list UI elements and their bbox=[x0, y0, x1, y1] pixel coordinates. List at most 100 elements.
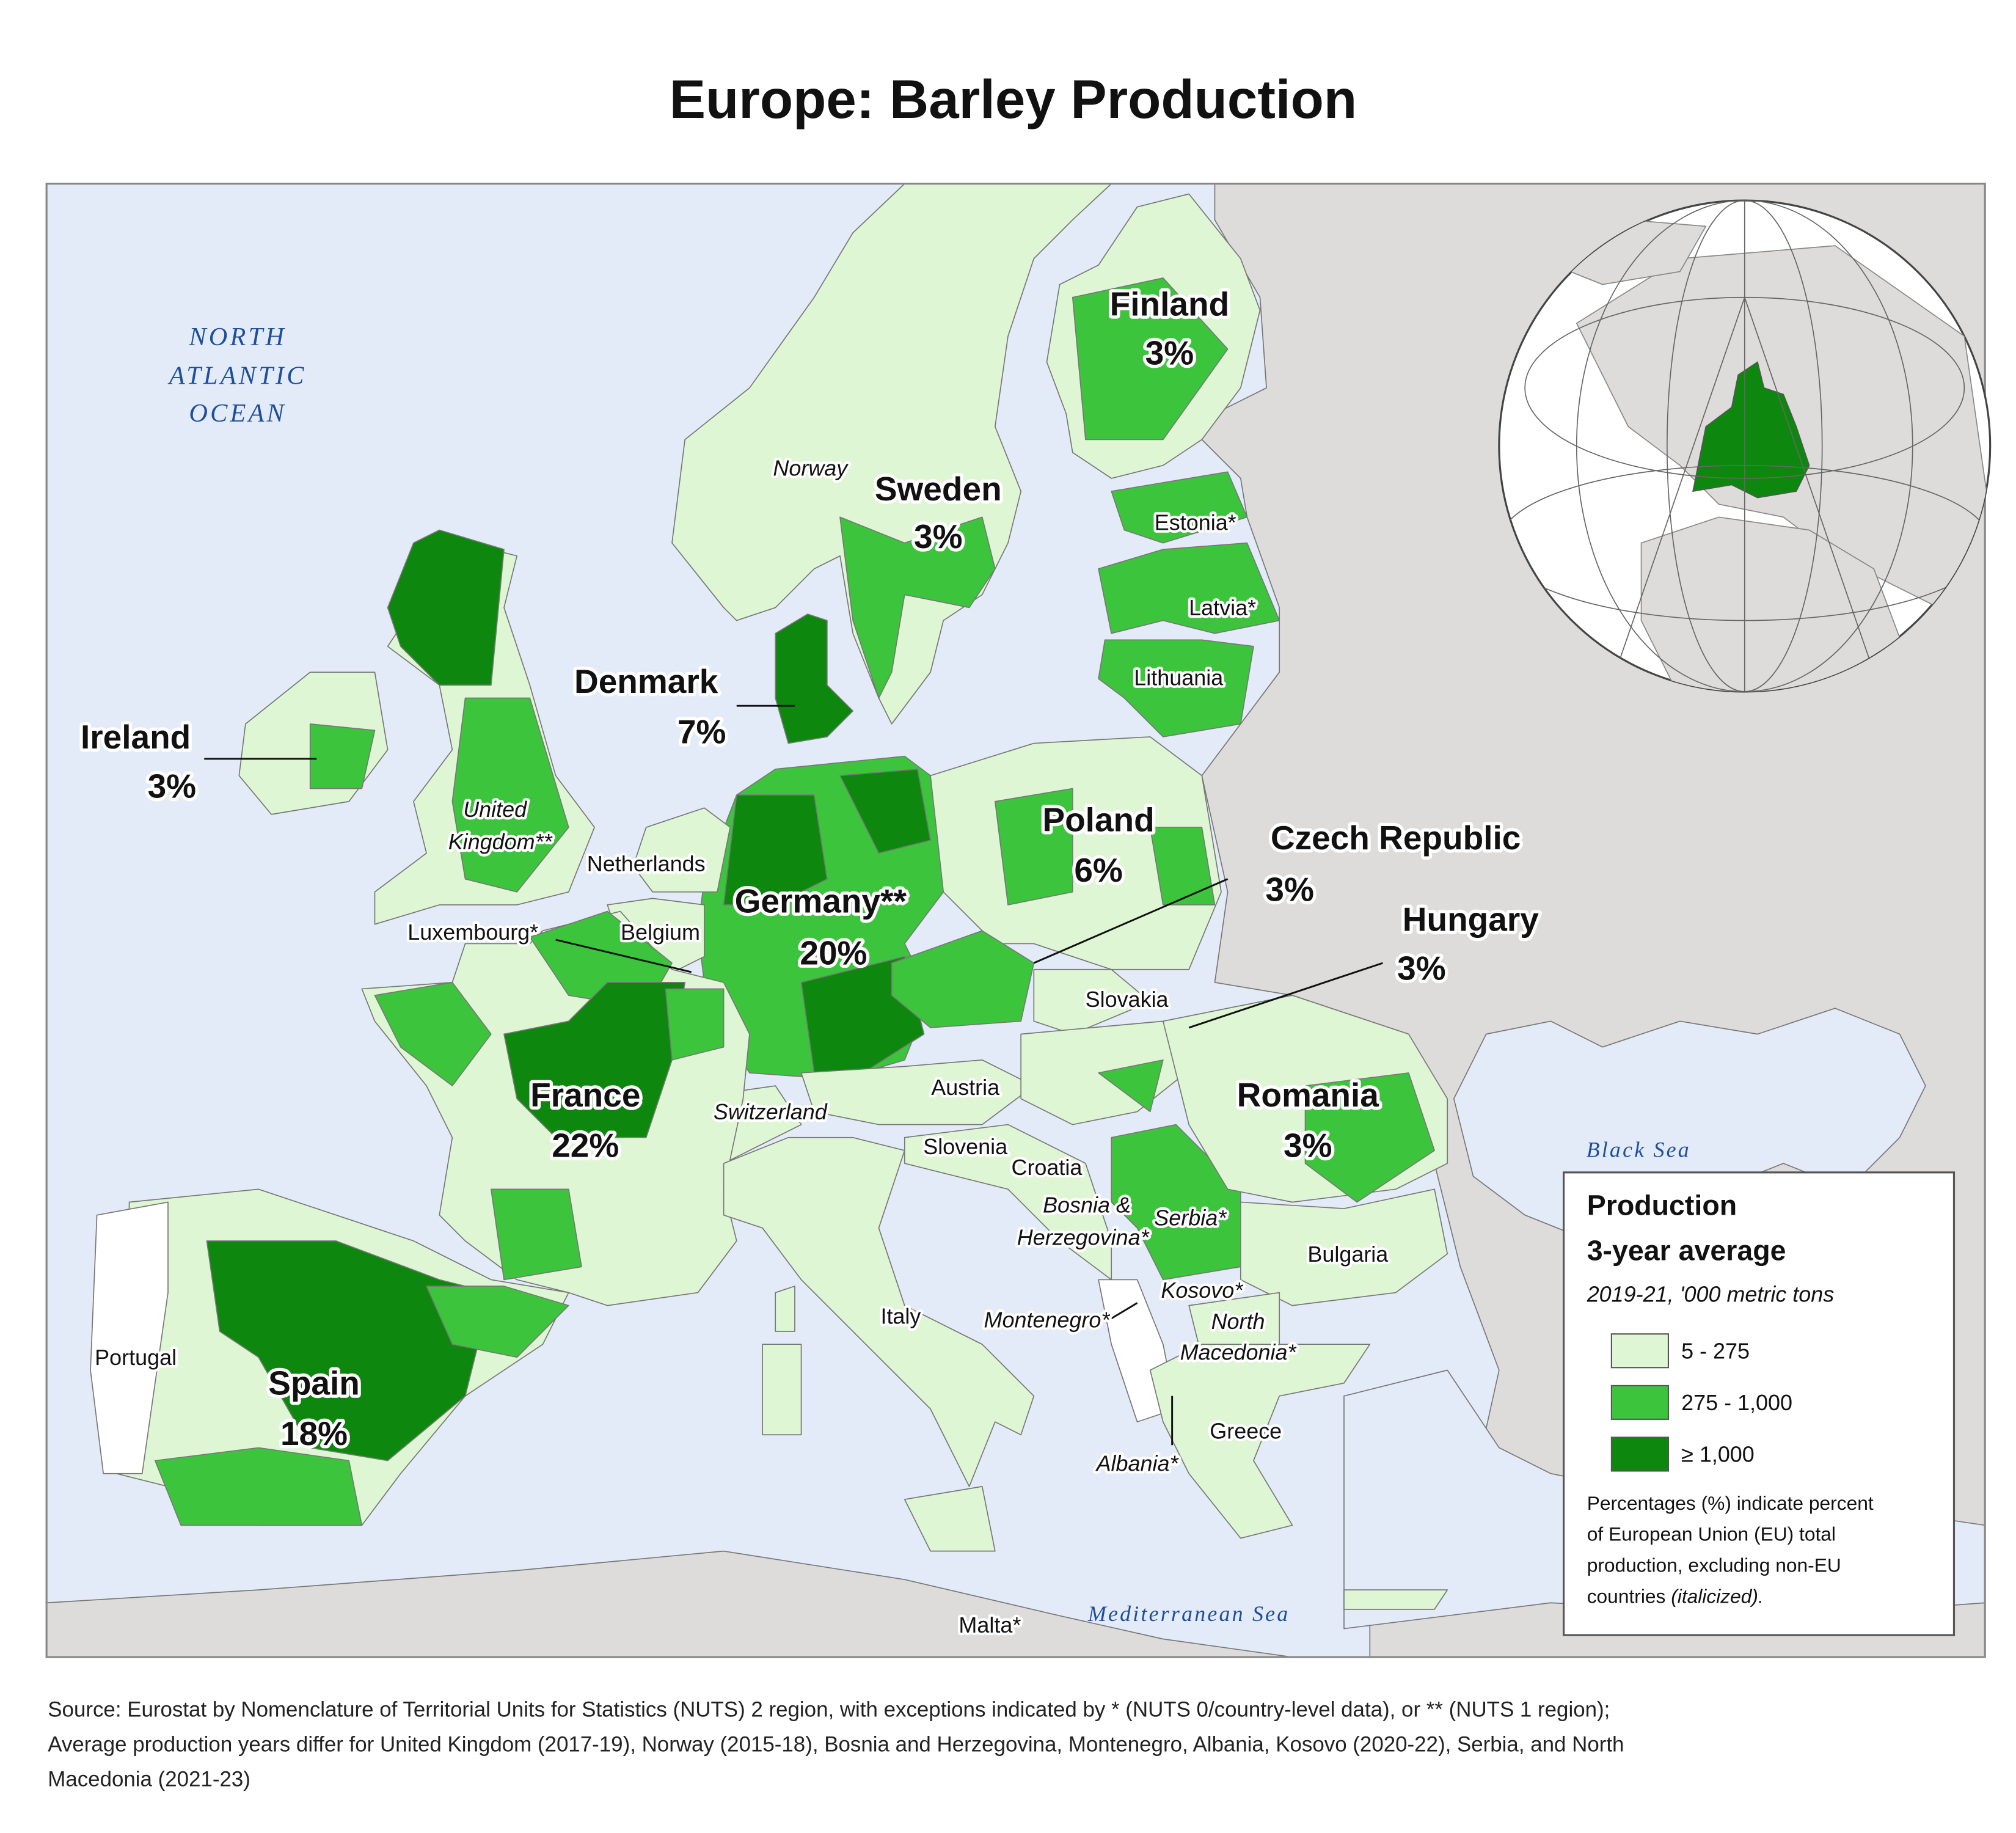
country-label: Montenegro* bbox=[984, 1308, 1111, 1333]
map-graphic bbox=[1615, 297, 1745, 673]
sea-label: Black Sea bbox=[1587, 1137, 1691, 1162]
map-title: Europe: Barley Production bbox=[670, 69, 1357, 130]
source-note: Source: Eurostat by Nomenclature of Terr… bbox=[48, 1697, 1610, 1721]
slovenia-croatia-bosnia bbox=[904, 1124, 1112, 1281]
country-label: Netherlands bbox=[587, 851, 706, 876]
germany-region bbox=[839, 769, 931, 854]
country-label: Finland bbox=[1110, 285, 1230, 323]
netherlands bbox=[632, 807, 731, 893]
austria bbox=[800, 1059, 1035, 1125]
country-share: 7% bbox=[677, 713, 726, 751]
leader-line bbox=[555, 938, 692, 973]
country-label: Italy bbox=[880, 1303, 921, 1328]
source-note: Average production years differ for Unit… bbox=[48, 1733, 1624, 1757]
map-graphic: Finland 3% Sweden 3% Denmark 7% Ireland … bbox=[78, 282, 1543, 1455]
map-graphic bbox=[1667, 200, 1823, 692]
country-label: Slovakia bbox=[1086, 987, 1169, 1012]
slovakia bbox=[1033, 968, 1151, 1035]
legend-subtitle: 2019-21, '000 metric tons bbox=[1587, 1281, 1835, 1306]
globe-grid bbox=[1499, 200, 1990, 692]
country-label: Estonia* bbox=[1155, 510, 1236, 535]
country-label: Germany** bbox=[735, 882, 907, 920]
italy bbox=[723, 1136, 1035, 1487]
romania-region bbox=[1304, 1072, 1435, 1203]
country-label: Bulgaria bbox=[1307, 1242, 1388, 1267]
country-label: Norway bbox=[773, 456, 849, 481]
legend-note-emphasis: (italicized). bbox=[1671, 1585, 1764, 1607]
scotland bbox=[387, 529, 505, 686]
ocean-label: NORTH bbox=[188, 323, 287, 351]
country-share: 3% bbox=[914, 518, 963, 555]
crete bbox=[1343, 1589, 1448, 1610]
country-label: Spain bbox=[268, 1364, 360, 1402]
lithuania bbox=[1098, 639, 1254, 737]
country-share: 3% bbox=[1397, 949, 1446, 987]
legend-note: countries bbox=[1587, 1585, 1666, 1607]
map-frame bbox=[45, 182, 1986, 1658]
country-label: Lithuania bbox=[1134, 665, 1223, 690]
africa bbox=[46, 1550, 1293, 1658]
bulgaria bbox=[1240, 1188, 1448, 1306]
source-note: Macedonia (2021-23) bbox=[48, 1768, 250, 1791]
denmark bbox=[775, 613, 853, 744]
locator-globe bbox=[1498, 199, 1992, 693]
country-share: 22% bbox=[552, 1126, 619, 1164]
country-label: Austria bbox=[931, 1075, 999, 1100]
country-label: Croatia bbox=[1012, 1155, 1083, 1180]
leader-line bbox=[1188, 962, 1383, 1029]
finland-region bbox=[1072, 277, 1229, 441]
legend-note: countries (italicized). bbox=[1587, 1585, 1764, 1607]
country-label: Portugal bbox=[95, 1345, 177, 1370]
legend: Production 3-year average 2019-21, '000 … bbox=[1563, 1171, 1956, 1636]
country-share: 3% bbox=[1145, 334, 1194, 372]
country-label: Luxembourg* bbox=[407, 920, 538, 945]
leader-line bbox=[1033, 878, 1229, 964]
country-label: Belgium bbox=[621, 920, 700, 945]
norway-sweden bbox=[671, 183, 1112, 725]
poland-region bbox=[1149, 827, 1216, 906]
legend-label: 5 - 275 bbox=[1681, 1338, 1750, 1363]
map-graphic bbox=[1744, 297, 1875, 673]
country-label: Kingdom** bbox=[448, 829, 553, 854]
legend-swatch bbox=[1610, 1436, 1670, 1472]
country-label: Bosnia & bbox=[1043, 1192, 1131, 1217]
country-label: Poland bbox=[1042, 800, 1154, 838]
latvia bbox=[1098, 542, 1280, 634]
country-label: Slovenia bbox=[923, 1134, 1007, 1159]
country-label: Albania* bbox=[1095, 1451, 1179, 1476]
estonia bbox=[1111, 471, 1248, 544]
country-share: 20% bbox=[800, 934, 867, 971]
map-graphic bbox=[1499, 200, 1990, 692]
sweden-region bbox=[839, 516, 996, 699]
country-label: Greece bbox=[1210, 1419, 1282, 1444]
legend-title: Production bbox=[1587, 1190, 1737, 1221]
legend-swatch bbox=[1610, 1333, 1670, 1369]
spain-region bbox=[426, 1286, 569, 1358]
greece bbox=[1149, 1344, 1371, 1539]
country-label: Serbia* bbox=[1154, 1206, 1227, 1231]
sea-label: Mediterranean Sea bbox=[1087, 1601, 1290, 1626]
england-region bbox=[451, 697, 569, 893]
country-label: Herzegovina* bbox=[1017, 1224, 1150, 1249]
country-share: 3% bbox=[148, 767, 197, 805]
legend-note: of European Union (EU) total bbox=[1587, 1523, 1836, 1545]
sardinia bbox=[762, 1344, 802, 1436]
country-label: Ireland bbox=[81, 718, 191, 756]
spain-region bbox=[155, 1447, 363, 1526]
france-region bbox=[491, 1188, 582, 1281]
ireland-region bbox=[309, 723, 376, 789]
corsica bbox=[775, 1286, 795, 1332]
country-label: Hungary bbox=[1403, 900, 1539, 938]
country-share: 18% bbox=[280, 1414, 348, 1452]
country-share: 6% bbox=[1074, 851, 1123, 889]
czech-republic bbox=[891, 930, 1035, 1028]
country-label: Denmark bbox=[574, 662, 718, 700]
portugal bbox=[90, 1201, 169, 1474]
ocean-label: ATLANTIC bbox=[167, 361, 307, 390]
country-label: Macedonia* bbox=[1180, 1340, 1297, 1365]
leader-line bbox=[1111, 1302, 1138, 1320]
country-share: 3% bbox=[1284, 1126, 1332, 1164]
country-label: Switzerland bbox=[714, 1099, 828, 1124]
country-label: United bbox=[463, 797, 527, 822]
